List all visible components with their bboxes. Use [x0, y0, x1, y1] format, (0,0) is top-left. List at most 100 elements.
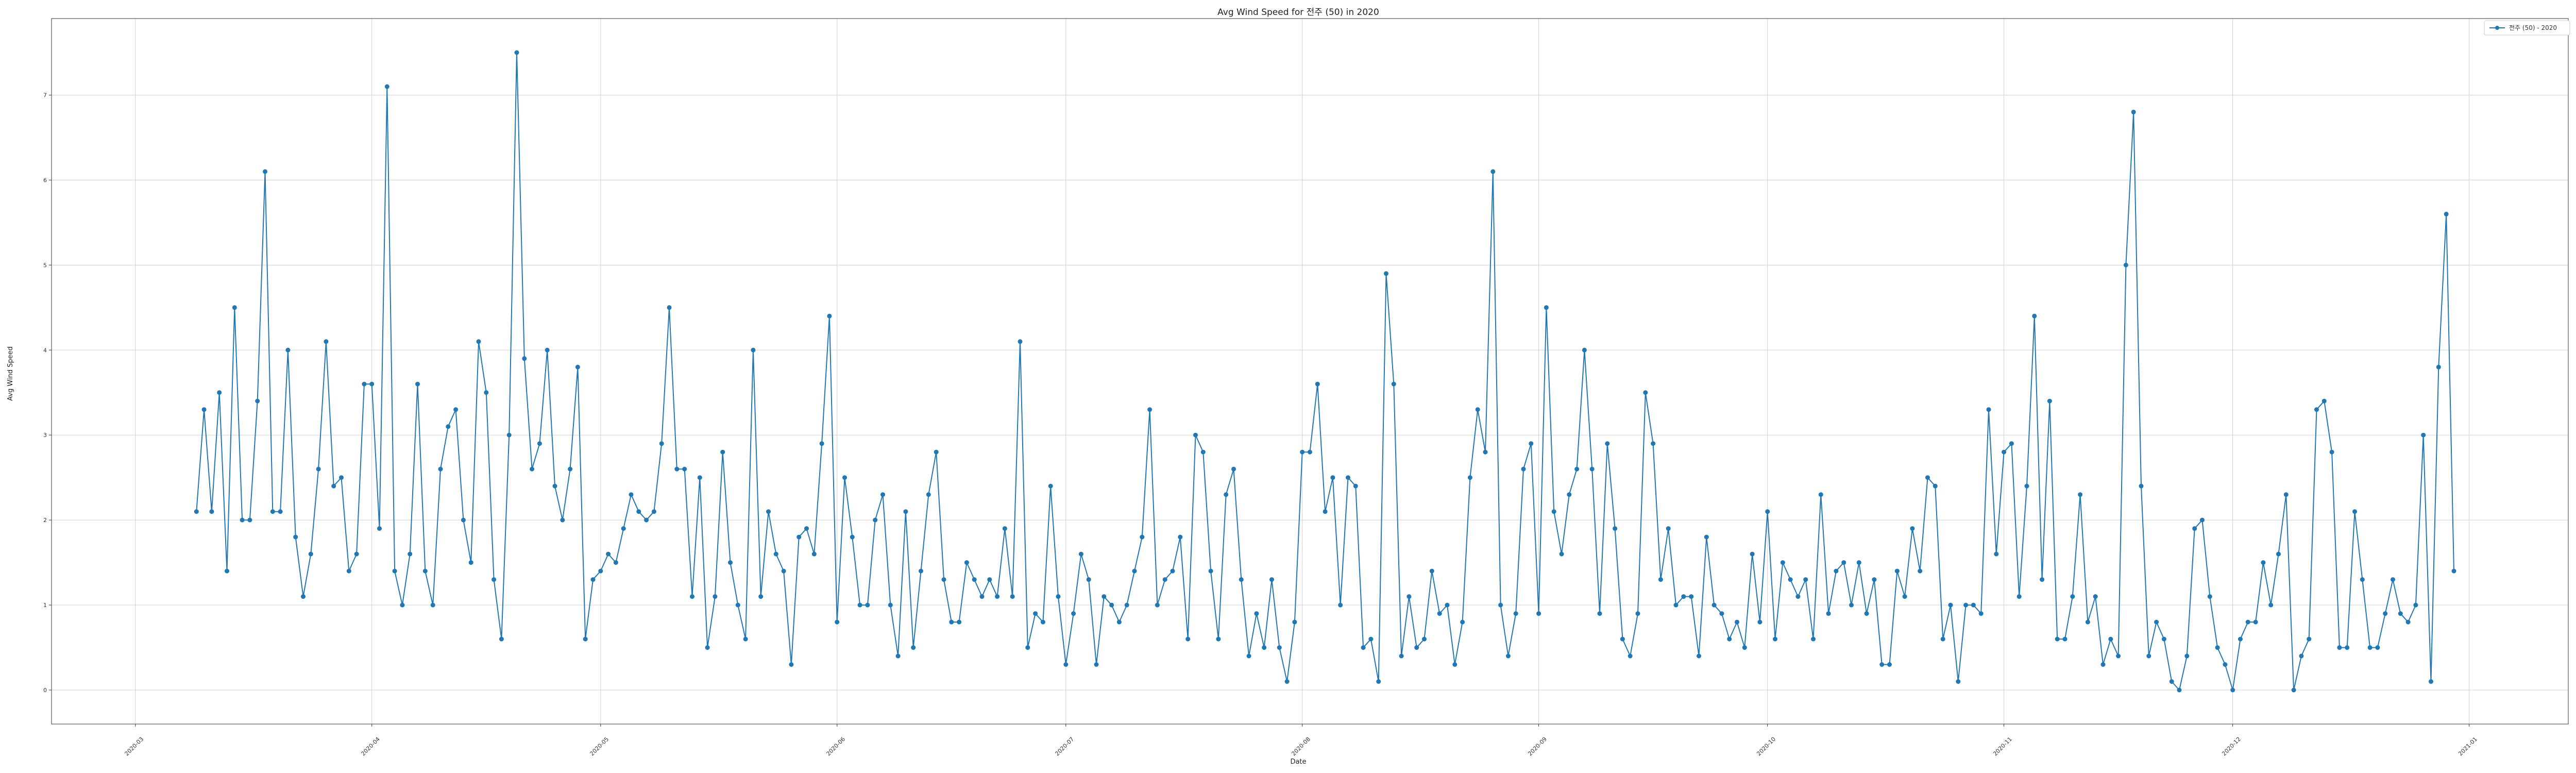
data-point: [1498, 602, 1503, 608]
data-point: [2161, 636, 2166, 642]
data-point: [2070, 594, 2075, 599]
data-point: [1872, 577, 1877, 582]
data-point: [1384, 271, 1388, 276]
data-point: [530, 466, 535, 472]
data-point: [247, 517, 252, 523]
data-point: [1224, 492, 1229, 497]
data-point: [1651, 441, 1656, 446]
data-point: [1780, 560, 1785, 565]
data-point: [2108, 636, 2113, 642]
data-point: [1933, 483, 1938, 489]
x-axis-label: Date: [1290, 758, 1306, 766]
data-point: [2253, 619, 2258, 625]
data-point: [514, 50, 519, 55]
data-point: [2100, 662, 2106, 667]
data-point: [865, 602, 870, 608]
data-point: [2276, 551, 2281, 557]
data-point: [1399, 653, 1404, 659]
data-point: [1826, 611, 1831, 616]
data-point: [392, 568, 397, 574]
data-point: [2245, 619, 2250, 625]
data-point: [1757, 619, 1762, 625]
data-point: [857, 602, 862, 608]
data-point: [2261, 560, 2266, 565]
data-point: [1490, 169, 1496, 174]
data-point: [1910, 526, 1915, 531]
data-point: [2360, 577, 2365, 582]
data-point: [766, 509, 771, 514]
data-point: [1178, 534, 1183, 540]
data-point: [995, 594, 1000, 599]
data-point: [1704, 534, 1709, 540]
data-point: [422, 568, 428, 574]
data-point: [1994, 551, 1999, 557]
data-point: [1521, 466, 1526, 472]
data-point: [499, 636, 504, 642]
data-point: [1056, 594, 1061, 599]
chart-title: Avg Wind Speed for 전주 (50) in 2020: [1217, 7, 1379, 18]
data-point: [278, 509, 283, 514]
data-point: [2421, 432, 2426, 438]
data-point: [1597, 611, 1602, 616]
data-point: [949, 619, 954, 625]
data-point: [568, 466, 573, 472]
data-point: [713, 594, 718, 599]
data-point: [811, 551, 817, 557]
data-point: [1269, 577, 1274, 582]
data-point: [2192, 526, 2197, 531]
data-point: [1330, 475, 1335, 480]
data-point: [598, 568, 603, 574]
data-point: [1147, 407, 1153, 412]
data-point: [911, 645, 916, 650]
data-point: [2123, 262, 2128, 267]
data-point: [2016, 594, 2022, 599]
series-layer: [194, 50, 2456, 693]
data-point: [1162, 577, 1167, 582]
data-point: [651, 509, 656, 514]
data-point: [636, 509, 641, 514]
data-point: [979, 594, 985, 599]
y-tick-label: 3: [43, 432, 47, 439]
data-point: [316, 466, 321, 472]
data-point: [1513, 611, 1518, 616]
data-point: [919, 568, 923, 574]
data-point: [575, 364, 580, 369]
data-point: [1109, 602, 1114, 608]
data-point: [2177, 687, 2182, 693]
data-point: [728, 560, 733, 565]
data-point: [1033, 611, 1038, 616]
data-point: [1971, 602, 1976, 608]
data-point: [1483, 449, 1488, 455]
data-point: [1010, 594, 1015, 599]
data-point: [659, 441, 664, 446]
data-point: [2085, 619, 2090, 625]
data-point: [773, 551, 778, 557]
data-point: [2169, 679, 2174, 684]
data-point: [1323, 509, 1328, 514]
data-point: [1864, 611, 1869, 616]
data-point: [987, 577, 992, 582]
data-point: [293, 534, 298, 540]
data-point: [1018, 339, 1023, 344]
data-point: [1376, 679, 1381, 684]
data-point: [1788, 577, 1793, 582]
data-point: [1742, 645, 1747, 650]
data-point: [1460, 619, 1465, 625]
data-point: [2307, 636, 2312, 642]
data-point: [1986, 407, 1991, 412]
data-point: [934, 449, 939, 455]
data-point: [2047, 398, 2052, 404]
data-point: [606, 551, 611, 557]
data-point: [2062, 636, 2067, 642]
data-point: [964, 560, 969, 565]
data-point: [1902, 594, 1907, 599]
data-point: [201, 407, 207, 412]
data-point: [1574, 466, 1580, 472]
data-point: [796, 534, 802, 540]
data-point: [552, 483, 557, 489]
data-point: [1719, 611, 1724, 616]
data-point: [880, 492, 885, 497]
data-point: [751, 347, 756, 352]
